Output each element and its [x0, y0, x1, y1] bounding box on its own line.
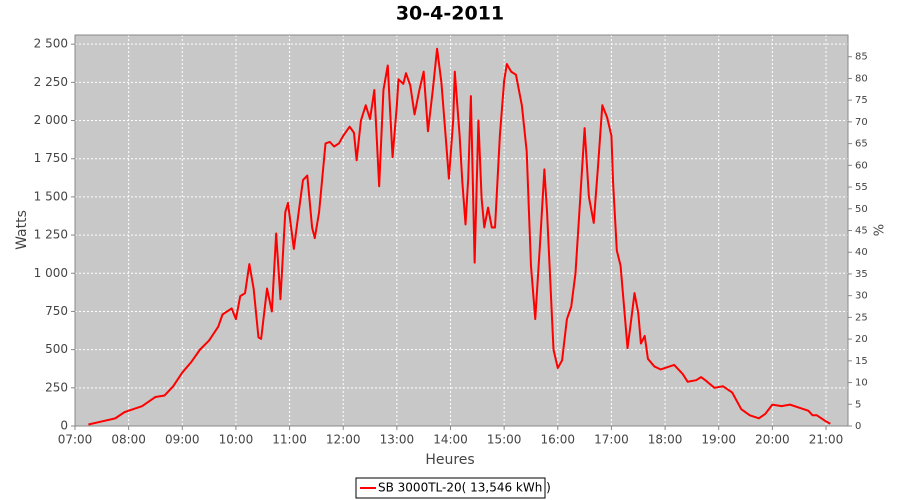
y-tick-label: 2 500 — [34, 37, 68, 51]
y2-tick-label: 65 — [855, 139, 868, 150]
y-tick-label: 2 250 — [34, 75, 68, 89]
y2-tick-label: 75 — [855, 95, 868, 106]
x-tick-label: 13:00 — [380, 433, 415, 447]
y-tick-label: 750 — [45, 304, 68, 318]
x-tick-label: 15:00 — [487, 433, 522, 447]
x-tick-label: 09:00 — [165, 433, 200, 447]
y2-tick-label: 85 — [855, 52, 868, 63]
x-tick-label: 20:00 — [755, 433, 790, 447]
y-axis-label: Watts — [14, 210, 30, 250]
x-tick-label: 14:00 — [433, 433, 468, 447]
y2-tick-label: 80 — [855, 73, 868, 84]
x-tick-label: 16:00 — [540, 433, 575, 447]
y2-tick-label: 0 — [855, 421, 861, 432]
y-tick-label: 1 750 — [34, 151, 68, 165]
y-tick-label: 1 500 — [34, 189, 68, 203]
chart-title: 30-4-2011 — [396, 3, 504, 25]
x-axis-label: Heures — [425, 452, 474, 468]
y2-tick-label: 30 — [855, 291, 868, 302]
legend — [355, 477, 546, 499]
y2-tick-label: 50 — [855, 204, 868, 215]
y-tick-label: 500 — [45, 342, 68, 356]
legend-label: SB 3000TL-20( 13,546 kWh ) — [378, 481, 551, 495]
y2-tick-label: 45 — [855, 226, 868, 237]
y2-tick-label: 15 — [855, 356, 868, 367]
y-tick-label: 1 000 — [34, 266, 68, 280]
y2-tick-label: 5 — [855, 399, 861, 410]
x-tick-label: 18:00 — [648, 433, 683, 447]
x-tick-label: 12:00 — [326, 433, 361, 447]
y2-tick-label: 70 — [855, 117, 868, 128]
y2-tick-label: 25 — [855, 312, 868, 323]
x-tick-label: 17:00 — [594, 433, 629, 447]
y2-tick-label: 55 — [855, 182, 868, 193]
x-tick-label: 21:00 — [809, 433, 844, 447]
y2-tick-label: 10 — [855, 378, 868, 389]
x-tick-label: 11:00 — [272, 433, 307, 447]
x-tick-label: 08:00 — [111, 433, 146, 447]
y2-tick-label: 35 — [855, 269, 868, 280]
y2-tick-label: 40 — [855, 247, 868, 258]
plot-border — [74, 34, 849, 427]
y-tick-label: 2 000 — [34, 113, 68, 127]
y2-axis-label: % — [873, 224, 888, 236]
y-tick-label: 250 — [45, 380, 68, 394]
x-tick-label: 19:00 — [701, 433, 736, 447]
y-tick-label: 0 — [60, 419, 68, 433]
x-tick-label: 10:00 — [219, 433, 254, 447]
plot-area — [75, 35, 848, 426]
series-line — [88, 47, 831, 426]
y-tick-label: 1 250 — [34, 228, 68, 242]
y2-tick-label: 20 — [855, 334, 868, 345]
x-tick-label: 07:00 — [58, 433, 93, 447]
y2-tick-label: 60 — [855, 160, 868, 171]
